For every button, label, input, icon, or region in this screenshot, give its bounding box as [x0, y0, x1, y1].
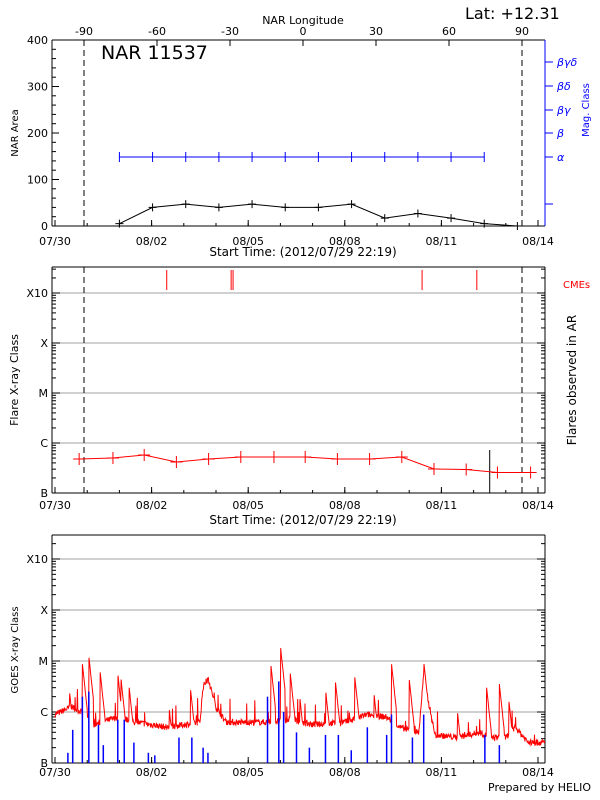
p2-ytick-label: B: [40, 487, 48, 500]
p1-ylabel-right: Mag. Class: [581, 83, 592, 137]
area-point: [347, 200, 356, 209]
area-point: [513, 222, 522, 230]
p1-xlabel: Start Time: (2012/07/29 22:19): [209, 245, 396, 259]
p2-xtick-label: 08/14: [522, 499, 554, 512]
p2-ytick-label: X: [40, 337, 48, 350]
p3-xtick-label: 08/14: [522, 766, 554, 779]
p1-top-tick-label: 30: [369, 25, 383, 38]
flare-class-point: [363, 453, 376, 465]
p1-top-tick-label: -90: [75, 25, 93, 38]
flare-class-point: [331, 453, 344, 465]
p1-mag-class-label: β: [556, 127, 564, 140]
area-point: [447, 214, 456, 223]
flare-class-point: [491, 466, 504, 479]
p1-xtick-label: 08/02: [136, 235, 168, 248]
p2-xtick-label: 08/08: [329, 499, 361, 512]
lat-label: Lat: +12.31: [465, 4, 560, 23]
nar-title: NAR 11537: [101, 42, 208, 64]
area-point: [314, 203, 323, 212]
p2-xtick-label: 08/02: [136, 499, 168, 512]
flare-class-point: [138, 449, 151, 461]
p3-xtick-label: 08/02: [136, 766, 168, 779]
top-axis-label: NAR Longitude: [262, 14, 344, 27]
area-point: [281, 203, 290, 212]
p1-ylabel: NAR Area: [10, 109, 21, 156]
flare-class-point: [73, 453, 86, 465]
flare-class-point: [106, 452, 119, 464]
p1-top-tick-label: 60: [442, 25, 456, 38]
area-point: [248, 200, 257, 209]
p1-ytick-label: 0: [41, 220, 48, 233]
area-point: [115, 219, 124, 228]
p3-xtick-label: 07/30: [39, 766, 71, 779]
p2-xtick-label: 07/30: [39, 499, 71, 512]
p2-ylabel: Flare X-ray Class: [8, 334, 21, 426]
goes-flux-line: [54, 648, 546, 747]
p1-mag-class-label: βδ: [556, 80, 571, 93]
p3-ylabel: GOES X-ray Class: [10, 606, 21, 693]
p2-ytick-label: M: [39, 387, 49, 400]
p3-ytick-label: X: [40, 604, 48, 617]
p3-ytick-label: B: [40, 757, 48, 770]
p1-top-tick-label: 90: [515, 25, 529, 38]
area-point: [181, 200, 190, 209]
area-point: [413, 209, 422, 218]
p2-xtick-label: 08/05: [232, 499, 264, 512]
p1-ytick-label: 100: [27, 174, 48, 187]
p1-mag-class-label: α: [557, 151, 565, 164]
p3-ytick-label: M: [39, 655, 49, 668]
p3-xtick-label: 08/08: [329, 766, 361, 779]
area-point: [380, 214, 389, 223]
flare-class-point: [460, 463, 473, 476]
area-point: [480, 219, 489, 228]
p1-xtick-label: 08/08: [329, 235, 361, 248]
p1-xtick-label: 08/11: [426, 235, 458, 248]
p3-xtick-label: 08/05: [232, 766, 264, 779]
p1-xtick-label: 08/14: [522, 235, 554, 248]
p1-xtick-label: 08/05: [232, 235, 264, 248]
flare-class-point: [234, 451, 247, 463]
p1-mag-class-label: βγ: [556, 104, 571, 117]
p1-xtick-label: 07/30: [39, 235, 71, 248]
area-point: [214, 203, 223, 212]
area-point: [148, 203, 157, 212]
p1-top-tick-label: -60: [148, 25, 166, 38]
p1-ytick-label: 300: [27, 81, 48, 94]
p2-xtick-label: 08/11: [426, 499, 458, 512]
p1-mag-class-label: βγδ: [556, 56, 578, 69]
p2-ytick-label: C: [40, 437, 48, 450]
helio-credit: Prepared by HELIO: [488, 781, 591, 794]
flare-class-point: [395, 451, 408, 463]
p1-ytick-label: 400: [27, 34, 48, 47]
flare-class-point: [170, 456, 183, 468]
flare-class-point: [427, 463, 440, 475]
p1-top-tick-label: -30: [221, 25, 239, 38]
p3-ytick-label: C: [40, 706, 48, 719]
flare-class-point: [267, 451, 280, 463]
p2-ylabel-right: Flares observed in AR: [565, 315, 579, 445]
p2-xlabel: Start Time: (2012/07/29 22:19): [209, 513, 396, 527]
flare-class-point: [202, 453, 215, 465]
p2-ytick-label: X10: [26, 287, 48, 300]
flare-class-point: [524, 466, 537, 479]
p3-ytick-label: X10: [26, 553, 48, 566]
p3-xtick-label: 08/11: [426, 766, 458, 779]
cme-label: CMEs: [563, 280, 590, 291]
flare-class-point: [299, 451, 312, 463]
p1-ytick-label: 200: [27, 127, 48, 140]
p1-top-tick-label: 0: [300, 25, 307, 38]
